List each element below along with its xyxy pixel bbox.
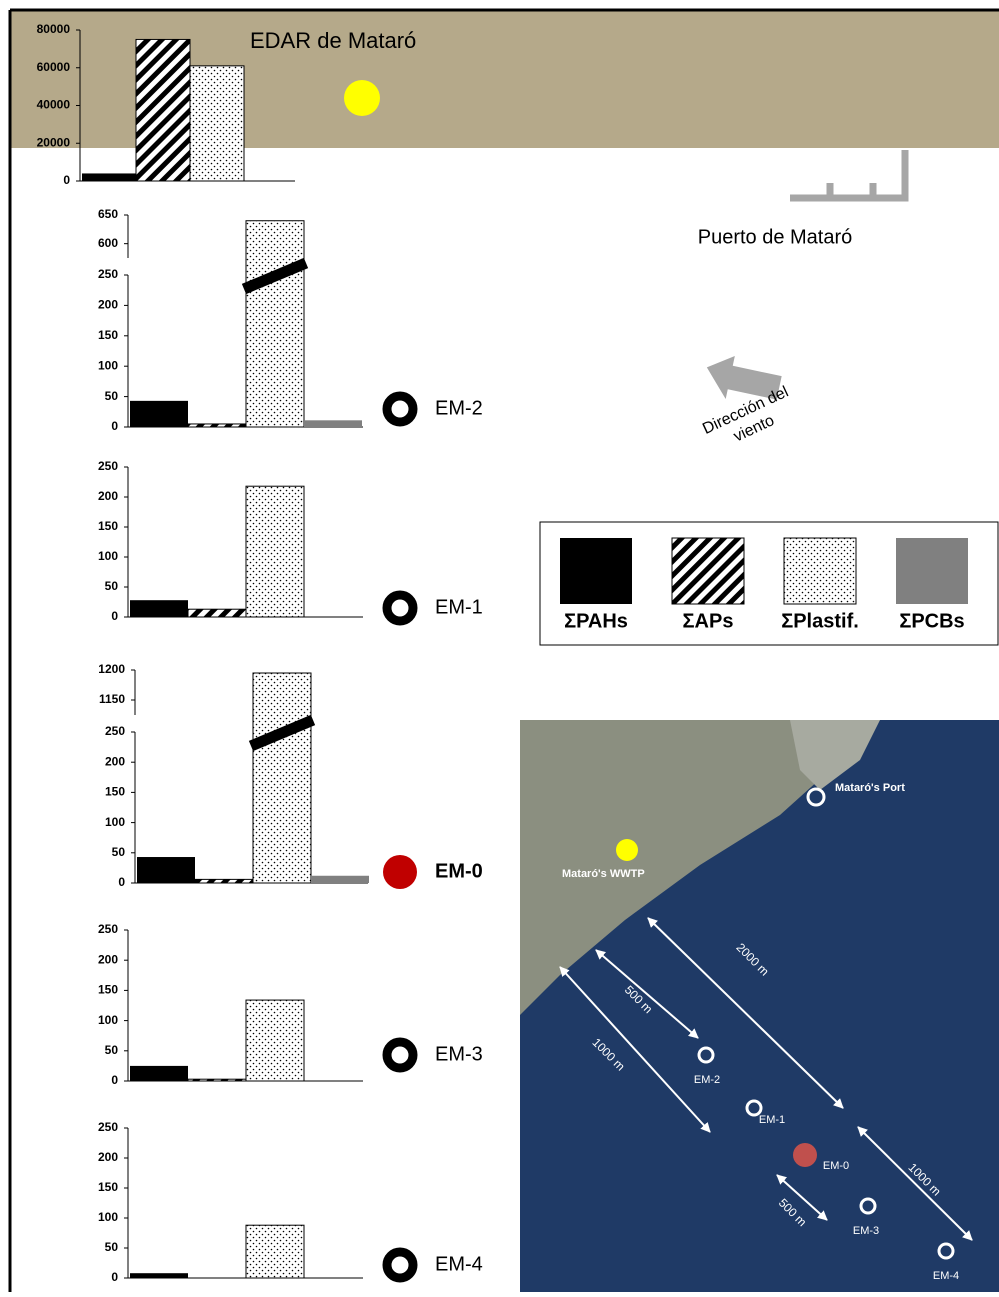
y-tick-label: 100 bbox=[105, 815, 125, 829]
station-marker bbox=[383, 855, 417, 889]
bar bbox=[253, 673, 311, 883]
map-port-label: Mataró's Port bbox=[835, 782, 905, 794]
y-tick-label: 0 bbox=[111, 1073, 118, 1087]
legend-label: ΣPCBs bbox=[899, 610, 964, 632]
legend-swatch bbox=[896, 538, 968, 604]
chart-title: EDAR de Mataró bbox=[250, 28, 416, 53]
map-wwtp-label: Mataró's WWTP bbox=[562, 868, 645, 880]
y-tick-label: 1150 bbox=[99, 692, 125, 706]
y-tick-label: 100 bbox=[98, 1210, 118, 1224]
y-tick-label: 150 bbox=[98, 328, 118, 342]
station-marker bbox=[387, 1252, 413, 1278]
y-tick-label: 0 bbox=[111, 609, 118, 623]
y-tick-label: 60000 bbox=[37, 60, 71, 74]
bar bbox=[130, 1066, 188, 1081]
y-tick-label: 200 bbox=[98, 1150, 118, 1164]
y-tick-label: 650 bbox=[98, 207, 118, 221]
y-tick-label: 50 bbox=[112, 845, 126, 859]
bar bbox=[82, 173, 136, 181]
y-tick-label: 250 bbox=[98, 459, 118, 473]
y-tick-label: 0 bbox=[111, 419, 118, 433]
bar bbox=[246, 221, 304, 427]
station-marker bbox=[387, 595, 413, 621]
y-tick-label: 150 bbox=[105, 785, 125, 799]
bar bbox=[304, 420, 362, 427]
wwtp-dot bbox=[344, 80, 380, 116]
bar bbox=[188, 424, 246, 427]
y-tick-label: 200 bbox=[105, 754, 125, 768]
figure: Puerto de Mataró Dirección del viento ΣP… bbox=[0, 0, 999, 1292]
y-tick-label: 50 bbox=[105, 579, 119, 593]
bar bbox=[311, 876, 369, 883]
bar bbox=[137, 857, 195, 883]
y-tick-label: 150 bbox=[98, 1180, 118, 1194]
legend-swatch bbox=[784, 538, 856, 604]
y-tick-label: 100 bbox=[98, 358, 118, 372]
station-marker bbox=[387, 396, 413, 422]
bar bbox=[246, 1225, 304, 1278]
y-tick-label: 0 bbox=[118, 875, 125, 889]
bar bbox=[190, 66, 244, 181]
bar bbox=[130, 401, 188, 427]
bar bbox=[188, 1079, 246, 1081]
y-tick-label: 50 bbox=[105, 1240, 119, 1254]
map-station-label: EM-0 bbox=[823, 1160, 849, 1172]
bar bbox=[246, 486, 304, 617]
y-tick-label: 1200 bbox=[98, 662, 125, 676]
station-label: EM-2 bbox=[435, 397, 483, 419]
y-tick-label: 0 bbox=[111, 1270, 118, 1284]
y-tick-label: 200 bbox=[98, 489, 118, 503]
port-shape bbox=[790, 150, 905, 198]
y-tick-label: 250 bbox=[98, 922, 118, 936]
station-label: EM-1 bbox=[435, 596, 483, 618]
y-tick-label: 200 bbox=[98, 952, 118, 966]
y-tick-label: 40000 bbox=[37, 98, 71, 112]
legend-label: ΣAPs bbox=[683, 610, 734, 632]
legend-label: ΣPlastif. bbox=[781, 610, 859, 632]
map-station-label: EM-3 bbox=[853, 1225, 879, 1237]
y-tick-label: 100 bbox=[98, 549, 118, 563]
map-station-label: EM-1 bbox=[759, 1114, 785, 1126]
legend-swatch bbox=[560, 538, 632, 604]
station-label: EM-0 bbox=[435, 860, 483, 882]
station-label: EM-4 bbox=[435, 1253, 483, 1275]
y-tick-label: 80000 bbox=[37, 22, 71, 36]
y-tick-label: 250 bbox=[98, 1120, 118, 1134]
map-station-label: EM-4 bbox=[933, 1270, 959, 1282]
legend-label: ΣPAHs bbox=[564, 610, 628, 632]
bar bbox=[130, 600, 188, 617]
y-tick-label: 250 bbox=[98, 267, 118, 281]
bar bbox=[130, 1273, 188, 1278]
bar bbox=[136, 39, 190, 181]
y-tick-label: 100 bbox=[98, 1013, 118, 1027]
map-station bbox=[793, 1143, 817, 1167]
y-tick-label: 50 bbox=[105, 1043, 119, 1057]
legend-swatch bbox=[672, 538, 744, 604]
y-tick-label: 20000 bbox=[37, 135, 71, 149]
y-tick-label: 200 bbox=[98, 298, 118, 312]
bar bbox=[246, 1000, 304, 1081]
bar bbox=[195, 879, 253, 883]
y-tick-label: 0 bbox=[63, 173, 70, 187]
y-tick-label: 600 bbox=[98, 236, 118, 250]
y-tick-label: 150 bbox=[98, 519, 118, 533]
station-label: EM-3 bbox=[435, 1043, 483, 1065]
y-tick-label: 150 bbox=[98, 983, 118, 997]
station-marker bbox=[387, 1042, 413, 1068]
y-tick-label: 250 bbox=[105, 724, 125, 738]
y-tick-label: 50 bbox=[105, 389, 119, 403]
map-station-label: EM-2 bbox=[694, 1074, 720, 1086]
port-label: Puerto de Mataró bbox=[698, 226, 853, 248]
wwtp-marker bbox=[616, 839, 638, 861]
bar bbox=[188, 609, 246, 617]
